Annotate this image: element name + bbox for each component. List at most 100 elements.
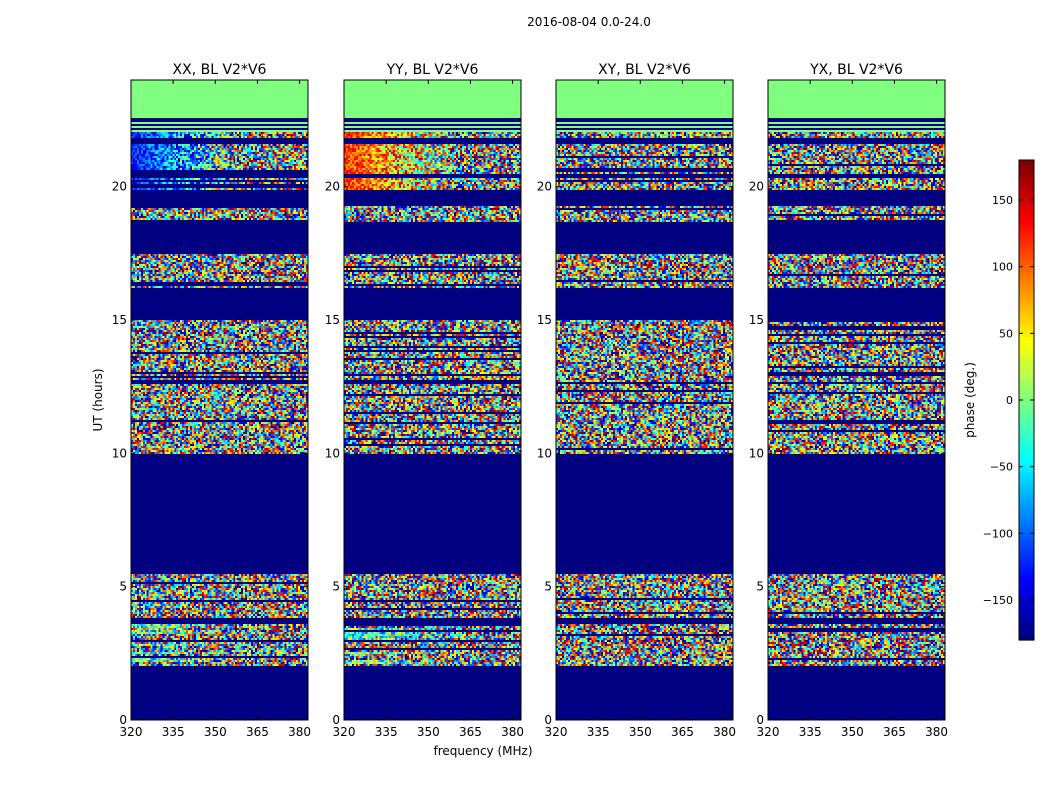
colorbar-segment [1019, 328, 1034, 333]
colorbar-segment [1019, 180, 1034, 185]
colorbar-segment [1019, 568, 1034, 573]
colorbar-segment [1019, 616, 1034, 621]
colorbar-segment [1019, 628, 1034, 633]
colorbar-segment [1019, 452, 1034, 457]
colorbar-segment [1019, 440, 1034, 445]
colorbar-segment [1019, 588, 1034, 593]
colorbar-segment [1019, 200, 1034, 205]
colorbar-segment [1019, 364, 1034, 369]
y-tick-label: 0 [756, 713, 764, 727]
colorbar-segment [1019, 268, 1034, 273]
panel-3: YX, BL V2*V6 0 5 10 15 20 320 335 350 365 380 [749, 62, 948, 739]
colorbar-segment [1019, 428, 1034, 433]
colorbar-segment [1019, 168, 1034, 173]
colorbar-segment [1019, 548, 1034, 553]
colorbar-segment [1019, 316, 1034, 321]
colorbar-segment [1019, 632, 1034, 637]
colorbar-segment [1019, 408, 1034, 413]
axes-frame [130, 79, 309, 721]
x-tick-label: 335 [587, 725, 610, 739]
colorbar-tick-label: 0 [1006, 394, 1013, 407]
x-tick-label: 335 [162, 725, 185, 739]
y-tick-label: 10 [749, 446, 764, 460]
colorbar-tick-label: −150 [983, 594, 1013, 607]
colorbar-segment [1019, 220, 1034, 225]
colorbar-segment [1019, 252, 1034, 257]
colorbar-segment [1019, 472, 1034, 477]
x-tick-label: 320 [120, 725, 143, 739]
colorbar-segment [1019, 164, 1034, 169]
colorbar-segment [1019, 536, 1034, 541]
colorbar-segment [1019, 300, 1034, 305]
colorbar-segment [1019, 232, 1034, 237]
colorbar-segment [1019, 236, 1034, 241]
y-tick-label: 20 [325, 180, 340, 194]
colorbar-segment [1019, 520, 1034, 525]
colorbar-segment [1019, 404, 1034, 409]
colorbar-segment [1019, 360, 1034, 365]
y-tick-label: 15 [112, 313, 127, 327]
colorbar-segment [1019, 420, 1034, 425]
colorbar-segment [1019, 348, 1034, 353]
colorbar-tick-label: 50 [999, 327, 1013, 340]
colorbar-segment [1019, 288, 1034, 293]
x-tick-label: 365 [883, 725, 906, 739]
panel-title: YX, BL V2*V6 [809, 62, 903, 78]
colorbar-segment [1019, 384, 1034, 389]
y-axis-label: UT (hours) [91, 368, 105, 431]
colorbar-segment [1019, 528, 1034, 533]
y-tick-label: 0 [544, 713, 552, 727]
y-tick-label: 0 [119, 713, 127, 727]
x-tick-label: 335 [799, 725, 822, 739]
colorbar-segment [1019, 412, 1034, 417]
colorbar-segment [1019, 500, 1034, 505]
colorbar-segment [1019, 580, 1034, 585]
colorbar-segment [1019, 208, 1034, 213]
colorbar-segment [1019, 224, 1034, 229]
colorbar-segment [1019, 400, 1034, 405]
colorbar-segment [1019, 612, 1034, 617]
y-tick-label: 5 [756, 580, 764, 594]
colorbar-segment [1019, 388, 1034, 393]
colorbar-segment [1019, 304, 1034, 309]
colorbar-segment [1019, 432, 1034, 437]
colorbar-segment [1019, 584, 1034, 589]
colorbar-segment [1019, 392, 1034, 397]
x-tick-label: 380 [288, 725, 311, 739]
panel-1: YY, BL V2*V6 0 5 10 15 20 320 335 350 365 380 [325, 62, 524, 739]
colorbar-segment [1019, 280, 1034, 285]
colorbar-segment [1019, 456, 1034, 461]
colorbar-segment [1019, 332, 1034, 337]
colorbar-segment [1019, 380, 1034, 385]
colorbar-segment [1019, 276, 1034, 281]
colorbar-segment [1019, 624, 1034, 629]
colorbar-segment [1019, 596, 1034, 601]
colorbar-segment [1019, 488, 1034, 493]
panel-2: XY, BL V2*V6 0 5 10 15 20 320 335 350 365 380 [537, 62, 736, 739]
colorbar-segment [1019, 272, 1034, 277]
colorbar-segment [1019, 480, 1034, 485]
x-axis-label: frequency (MHz) [433, 744, 532, 758]
colorbar-segment [1019, 256, 1034, 261]
y-tick-label: 20 [537, 180, 552, 194]
colorbar-segment [1019, 492, 1034, 497]
colorbar-segment [1019, 296, 1034, 301]
colorbar-segment [1019, 484, 1034, 489]
y-tick-label: 5 [119, 580, 127, 594]
y-tick-label: 5 [332, 580, 340, 594]
x-tick-label: 335 [375, 725, 398, 739]
x-tick-label: 350 [629, 725, 652, 739]
x-tick-label: 365 [459, 725, 482, 739]
panel-0: XX, BL V2*V6 0 5 10 15 20 320 335 350 365 380 [112, 62, 311, 739]
colorbar-tick-label: −100 [983, 527, 1013, 540]
y-tick-label: 10 [112, 446, 127, 460]
x-tick-label: 380 [501, 725, 524, 739]
colorbar-tick-label: 150 [992, 194, 1013, 207]
x-tick-label: 365 [246, 725, 269, 739]
x-tick-label: 320 [545, 725, 568, 739]
colorbar-segment [1019, 376, 1034, 381]
colorbar-segment [1019, 468, 1034, 473]
colorbar-segment [1019, 160, 1034, 165]
colorbar-segment [1019, 248, 1034, 253]
